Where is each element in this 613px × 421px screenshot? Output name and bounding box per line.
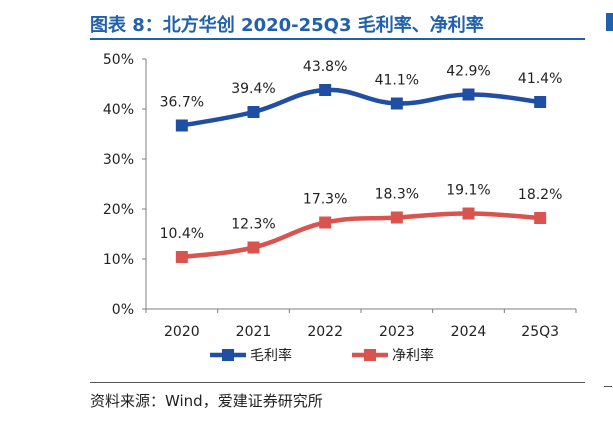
data-point-marker	[319, 216, 332, 229]
data-point-marker	[534, 96, 547, 108]
series-line-net-margin	[181, 211, 541, 260]
source-note: 资料来源：Wind，爱建证券研究所	[90, 392, 323, 410]
legend-marker-swatch	[222, 349, 234, 361]
data-label: 36.7%	[160, 95, 204, 111]
series-line-gross-margin	[181, 87, 541, 128]
data-point-marker	[390, 211, 403, 224]
data-label: 41.4%	[518, 71, 562, 87]
data-label: 43.8%	[303, 59, 347, 75]
data-point-marker	[390, 97, 403, 110]
data-label: 12.3%	[231, 217, 275, 233]
data-point-marker	[247, 241, 260, 254]
data-label: 42.9%	[446, 64, 490, 80]
x-tick-label: 2024	[451, 324, 487, 340]
y-tick-label: 50%	[103, 52, 134, 68]
x-tick-label: 2021	[236, 324, 272, 340]
x-tick-label: 2020	[164, 324, 200, 340]
y-tick-label: 30%	[103, 152, 134, 168]
data-label: 17.3%	[303, 192, 347, 208]
legend-marker-swatch	[364, 349, 376, 361]
x-tick-label: 2022	[307, 324, 343, 340]
data-label: 41.1%	[375, 73, 419, 89]
data-point-marker	[462, 88, 475, 101]
adjacent-divider-fragment	[604, 386, 612, 387]
data-point-marker	[534, 212, 547, 224]
footer-divider	[90, 382, 585, 383]
data-label: 18.2%	[518, 187, 562, 203]
data-point-marker	[175, 119, 188, 132]
data-point-marker	[247, 106, 260, 118]
figure-title: 图表 8：北方华创 2020-25Q3 毛利率、净利率	[90, 15, 484, 36]
data-point-marker	[462, 207, 475, 220]
x-tick-label: 2023	[379, 324, 415, 340]
legend-label: 毛利率	[250, 347, 292, 364]
title-divider	[90, 38, 585, 40]
data-label: 18.3%	[375, 187, 419, 203]
y-tick-label: 0%	[112, 302, 134, 318]
y-tick-label: 20%	[103, 202, 134, 218]
adjacent-figure-fragment	[606, 13, 613, 31]
y-tick-label: 10%	[103, 252, 134, 268]
legend-label: 净利率	[392, 347, 434, 364]
y-tick-label: 40%	[103, 102, 134, 118]
data-point-marker	[319, 84, 332, 96]
data-label: 10.4%	[160, 226, 204, 242]
data-label: 39.4%	[231, 81, 275, 97]
data-label: 19.1%	[446, 183, 490, 199]
data-point-marker	[175, 251, 188, 263]
x-tick-label: 25Q3	[521, 324, 559, 340]
